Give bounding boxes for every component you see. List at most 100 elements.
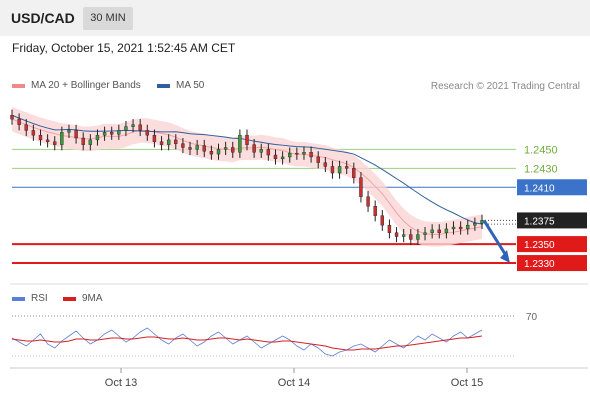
candle-body [423,232,427,235]
candle-body [195,145,199,150]
candle [145,124,150,141]
rsi-tick-label-0: 70 [526,312,538,323]
candle [416,228,420,246]
candle [259,143,263,158]
candle [359,172,363,203]
candle-body [181,143,185,148]
candle-body [117,130,121,135]
candle-body [387,224,392,233]
candle [302,146,306,160]
candle-body [430,229,434,233]
candle-body [380,215,385,226]
candle [88,134,93,151]
candle [316,151,320,169]
candle [174,134,178,150]
candle [451,221,456,235]
candle [188,141,192,156]
candle [152,129,157,148]
legend-rsi: RSI [12,293,48,304]
candle [74,124,78,144]
candle-body [444,228,449,233]
candle [458,221,463,235]
candle-body [10,115,14,120]
level-label-5: 1.2330 [524,259,555,270]
candle [401,228,406,243]
candle [95,129,100,146]
candle-body [259,149,263,153]
x-tick-label-1: Oct 14 [278,377,310,389]
candle-body [359,177,363,197]
candle [238,129,242,158]
symbol-title: USD/CAD [11,10,75,26]
candle-body [53,141,57,145]
candle-body [295,152,299,155]
candle [366,191,370,212]
candle [124,120,128,137]
candle-body [174,139,178,144]
candle-body [38,134,43,141]
candle [466,219,470,235]
candle-body [202,145,206,152]
rsi-series-9ma [11,335,483,351]
candle-body [159,141,164,145]
candle [202,139,206,157]
candle-body [288,152,292,158]
candle [280,151,285,165]
candle [10,109,14,125]
candle-body [273,154,278,160]
rsi-series-rsi [11,327,483,357]
candle-body [416,234,420,240]
candle [323,156,328,173]
legend-ma50: MA 50 [157,80,204,91]
legend-9ma: 9MA [63,293,103,304]
x-tick-label-0: Oct 13 [105,377,137,389]
candle [24,119,28,137]
candle-body [352,168,356,178]
candle-body [216,149,221,155]
legend-9ma-label: 9MA [82,293,103,304]
candle [17,113,21,131]
level-label-1: 1.2430 [524,163,558,175]
candle [373,200,377,222]
candle [473,217,477,231]
candle-body [60,132,64,145]
candle [216,143,221,160]
candle-body [124,126,128,131]
candle [394,227,399,243]
candle [380,210,385,231]
candle-body [451,226,456,230]
legend-ma50-label: MA 50 [176,80,205,91]
candle-body [309,152,313,158]
candle [31,124,36,141]
level-tag-bg-4 [517,236,587,253]
candle-body [458,226,463,230]
candle [138,119,142,137]
candle [437,224,441,239]
forecast-arrow-head [500,250,510,264]
candle [181,138,185,154]
last-price-tag-bg [517,212,587,229]
candle-body [330,166,335,174]
candle-body [188,147,192,150]
candle [223,141,228,156]
legend-rsi-label: RSI [31,293,48,304]
candle [81,132,85,151]
x-tick-label-2: Oct 15 [451,377,483,389]
candle-body [245,134,249,145]
candle-body [366,196,370,207]
candle [273,149,278,165]
candle [38,129,43,146]
chart-header: USD/CAD 30 MIN [0,0,590,36]
candle-body [302,152,306,155]
candle-body [166,139,171,145]
candle-body [466,224,470,230]
candle-body [45,139,50,142]
candle [288,147,292,163]
timeframe-badge[interactable]: 30 MIN [83,7,133,30]
candle-body [394,232,399,237]
level-label-4: 1.2350 [524,240,555,251]
candle [109,126,114,140]
ma20-swatch [12,83,25,88]
candle-body [152,134,157,142]
